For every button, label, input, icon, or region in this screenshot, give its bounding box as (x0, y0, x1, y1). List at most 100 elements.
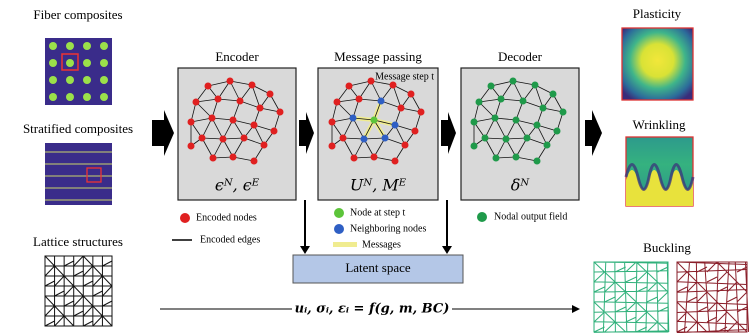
graph-node (553, 127, 561, 135)
graph-edge (342, 117, 354, 139)
output-label: Buckling (643, 240, 691, 255)
graph-node (539, 104, 547, 112)
graph-edge (373, 137, 386, 158)
legend-label: Node at step t (350, 207, 405, 218)
output-label: Plasticity (633, 6, 682, 21)
graph-node (345, 82, 353, 90)
graph-edge (515, 119, 538, 126)
arrow (572, 305, 580, 313)
graph-edge (251, 84, 261, 109)
graph-node (519, 97, 527, 105)
graph-node (481, 134, 489, 142)
graph-edge (243, 137, 265, 146)
legend-label: Messages (362, 239, 401, 250)
graph-edge (222, 137, 245, 140)
graph-node (543, 141, 551, 149)
buckling-image (593, 261, 670, 333)
graph-edge (394, 124, 406, 146)
graph-node (367, 77, 375, 85)
graph-node (381, 134, 389, 142)
graph-node (523, 134, 531, 142)
graph-node (533, 157, 541, 165)
graph-edge (534, 84, 544, 109)
graph-node (236, 97, 244, 105)
legend-node (477, 212, 487, 222)
graph-edge (478, 101, 496, 119)
fiber (49, 59, 57, 67)
graph-node (512, 153, 520, 161)
graph-node (187, 142, 195, 150)
graph-node (533, 121, 541, 129)
graph-node (219, 135, 227, 143)
graph-edge (370, 80, 382, 102)
formula: δᴺ (511, 176, 531, 195)
graph-node (502, 135, 510, 143)
graph-node (256, 104, 264, 112)
graph-node (192, 98, 200, 106)
graph-node (333, 98, 341, 106)
fiber (83, 76, 91, 84)
lattice-struts (593, 261, 670, 333)
graph-edge (336, 98, 360, 103)
graph-node (470, 142, 478, 150)
graph-edge (229, 80, 253, 86)
legend-node (180, 213, 190, 223)
graph-edge (195, 101, 213, 119)
graph-edge (331, 117, 354, 123)
graph-edge (222, 119, 234, 140)
label: Lattice structures (33, 234, 123, 249)
arrow (299, 112, 314, 154)
arrow (442, 246, 452, 254)
graph-edge (336, 101, 354, 119)
unit-cell (86, 167, 102, 183)
graph-node (391, 121, 399, 129)
stage-title: Encoder (215, 49, 259, 64)
graph-edge (478, 98, 502, 103)
graph-edge (212, 138, 224, 159)
fiber (66, 59, 74, 67)
graph-node (339, 134, 347, 142)
fibers (49, 42, 108, 101)
graph-edge (190, 117, 213, 123)
arrow (585, 110, 602, 156)
graph-node (391, 157, 399, 165)
graph-node (266, 90, 274, 98)
graph-edge (392, 84, 402, 109)
encoder-box (177, 67, 297, 201)
graph-node (370, 116, 378, 124)
fiber (83, 59, 91, 67)
graph-node (229, 153, 237, 161)
graph-edge (342, 137, 355, 159)
graph-edge (232, 119, 255, 126)
lattice-struts (44, 255, 113, 327)
graph-edge (370, 80, 394, 86)
graph-node (417, 108, 425, 116)
graph-edge (526, 137, 548, 146)
arrow (152, 110, 174, 156)
graph-edge (505, 137, 528, 140)
graph-node (198, 134, 206, 142)
fiber (83, 42, 91, 50)
graph-edge (342, 137, 365, 140)
graph-edge (201, 137, 214, 159)
equation: uᵢ, σᵢ, εᵢ = f(g, m, BC) (295, 302, 450, 317)
graph-node (509, 77, 517, 85)
graph-node (355, 95, 363, 103)
plasticity-image (621, 27, 694, 101)
lattice-image (44, 255, 113, 327)
formula: Uᴺ, Mᴱ (350, 176, 407, 195)
graph-edge (232, 156, 255, 162)
graph-node (328, 142, 336, 150)
graph-node (491, 114, 499, 122)
graph-edge (201, 117, 213, 139)
legend-label: Encoded edges (200, 234, 260, 245)
legend-label: Nodal output field (494, 211, 567, 222)
graph-node (214, 95, 222, 103)
legend-node (334, 224, 344, 234)
graph-node (549, 90, 557, 98)
graph-edge (358, 80, 372, 100)
fiber (66, 76, 74, 84)
lattice-struts (676, 261, 749, 333)
fiber (100, 59, 108, 67)
graph-node (470, 118, 478, 126)
